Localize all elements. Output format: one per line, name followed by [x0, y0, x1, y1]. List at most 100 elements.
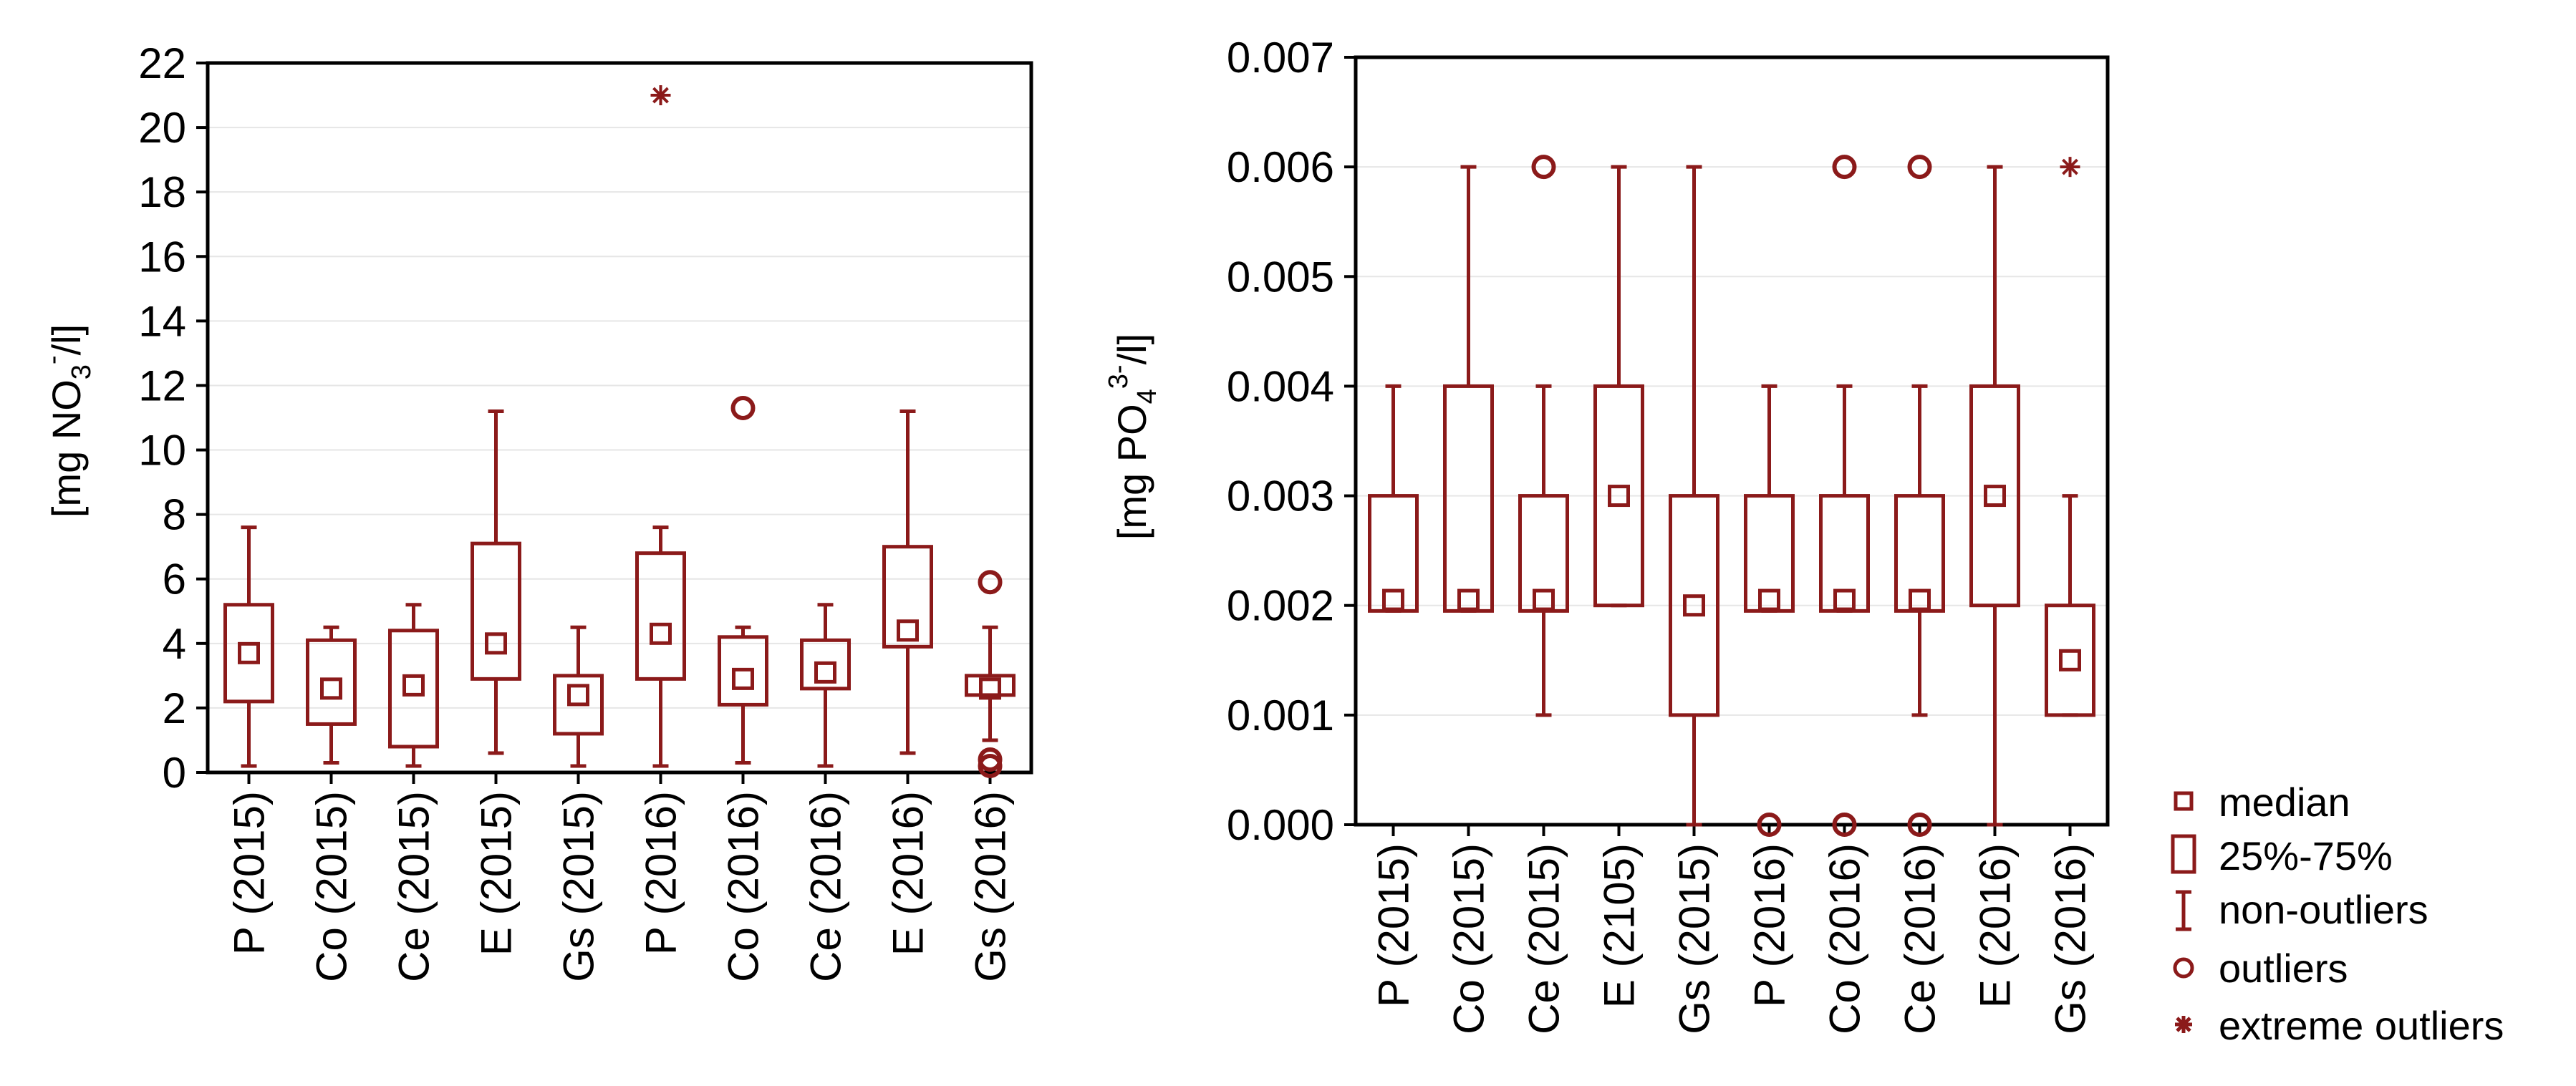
nitrate-y-tick-label: 2: [163, 684, 186, 732]
legend-median-label: median: [2219, 780, 2350, 825]
nitrate-y-tick-label: 12: [138, 362, 186, 409]
legend-outlier-label: outliers: [2219, 946, 2348, 991]
nitrate-ylabel-suffix: /l]: [44, 324, 89, 356]
outlier-point: [1907, 155, 1932, 180]
phosphate-y-tick-label: 0.000: [1227, 801, 1334, 849]
phosphate-box-5: [1669, 165, 1719, 827]
nitrate-y-axis-label: [mg NO3-/l]: [38, 324, 97, 518]
median-marker: [1608, 485, 1630, 508]
iqr-box: [1518, 494, 1569, 613]
nitrate-y-tick-label: 14: [138, 297, 186, 345]
phosphate-y-tick-label: 0.005: [1227, 253, 1334, 301]
nitrate-x-tick-label: Gs (2015): [555, 791, 603, 982]
iqr-box: [1819, 494, 1870, 613]
outlier-point: [1757, 813, 1782, 837]
phosphate-x-tick-label: Gs (2015): [1671, 843, 1719, 1034]
phosphate-y-tick-label: 0.004: [1227, 362, 1334, 410]
phosphate-x-tick-label: E (2105): [1596, 843, 1644, 1008]
nitrate-box-2: [306, 625, 357, 765]
nitrate-box-8: [800, 603, 851, 768]
phosphate-ylabel-sup: 3-: [1104, 364, 1134, 389]
phosphate-x-tick-label: Co (2016): [1821, 843, 1869, 1034]
phosphate-y-tick-label: 0.001: [1227, 692, 1334, 740]
legend-extreme-icon: [2175, 1016, 2192, 1033]
median-marker: [485, 632, 507, 655]
extreme-stroke: [652, 87, 669, 104]
iqr-box: [718, 635, 768, 707]
nitrate-box-1: [223, 525, 274, 768]
phosphate-x-tick-label: Ce (2015): [1520, 843, 1568, 1034]
phosphate-y-tick-label: 0.007: [1227, 34, 1334, 82]
phosphate-box-3: [1518, 155, 1569, 717]
outlier-point: [1832, 813, 1857, 837]
iqr-box: [965, 674, 1016, 697]
median-marker: [732, 667, 754, 690]
phosphate-y-tick-label: 0.003: [1227, 472, 1334, 520]
nitrate-box-6: [635, 85, 686, 768]
median-marker: [1382, 588, 1404, 611]
nitrate-x-tick-label: P (2016): [637, 791, 685, 955]
iqr-box: [1593, 384, 1644, 608]
iqr-box: [388, 629, 439, 749]
iqr-box: [1969, 384, 2020, 608]
nitrate-box-9: [882, 409, 933, 755]
nitrate-y-tick-label: 8: [163, 491, 186, 539]
phosphate-ylabel-suffix: /l]: [1109, 334, 1154, 365]
legend-box-label: 25%-75%: [2219, 833, 2393, 878]
nitrate-box-4: [471, 409, 521, 755]
nitrate-plot-frame: [206, 61, 1033, 775]
median-marker: [1533, 588, 1555, 611]
outlier-point: [1531, 155, 1556, 180]
phosphate-y-tick-label: 0.006: [1227, 143, 1334, 191]
median-marker: [1833, 588, 1856, 611]
nitrate-box-3: [388, 603, 439, 768]
nitrate-y-tick-label: 6: [163, 556, 186, 603]
iqr-box: [1368, 494, 1419, 613]
iqr-box: [882, 545, 933, 649]
iqr-box: [1669, 494, 1719, 717]
phosphate-x-tick-label: P (2016): [1746, 843, 1794, 1007]
nitrate-x-tick-label: E (2015): [473, 791, 521, 956]
outlier-point: [978, 570, 1003, 595]
legend: median 25%-75% non-outliers outliers ext…: [2171, 780, 2504, 1048]
legend-box-icon: [2171, 834, 2196, 874]
nitrate-x-tick-label: Gs (2016): [967, 791, 1015, 982]
iqr-box: [635, 551, 686, 681]
legend-whisker-icon: [2176, 890, 2191, 931]
phosphate-box-4: [1593, 165, 1644, 608]
nitrate-ylabel-sub: 3: [67, 364, 97, 379]
nitrate-y-tick-label: 22: [138, 39, 186, 87]
phosphate-box-1: [1368, 384, 1419, 613]
phosphate-box-2: [1443, 165, 1494, 613]
phosphate-box-9: [1969, 165, 2020, 827]
outlier-point: [1907, 813, 1932, 837]
phosphate-x-tick-label: Ce (2016): [1896, 843, 1944, 1034]
nitrate-ylabel-sup: -: [38, 355, 68, 364]
nitrate-ylabel-prefix: [mg NO: [44, 379, 89, 518]
iqr-box: [471, 541, 521, 681]
legend-whisker-label: non-outliers: [2219, 887, 2428, 932]
iqr-box: [306, 638, 357, 726]
phosphate-x-tick-label: E (2016): [1972, 843, 2020, 1008]
phosphate-plot-frame: [1354, 55, 2110, 827]
median-marker: [320, 677, 342, 700]
phosphate-boxplot: [mg PO43-/l] 0.000 0.001 0.002 0.003 0.004 0.…: [1104, 34, 2110, 1034]
iqr-box: [223, 603, 274, 704]
nitrate-box-5: [553, 625, 604, 768]
phosphate-ylabel-prefix: [mg PO: [1109, 404, 1154, 540]
legend-outlier-icon: [2173, 957, 2194, 979]
iqr-box: [553, 674, 604, 736]
nitrate-x-tick-label: Ce (2016): [802, 791, 850, 982]
nitrate-x-tick-label: Ce (2015): [390, 791, 438, 982]
extreme-outlier-point: [650, 85, 671, 106]
extreme-outlier-point: [2060, 157, 2080, 178]
median-marker: [979, 677, 1001, 700]
median-marker: [650, 622, 672, 645]
outlier-point: [1832, 155, 1857, 180]
iqr-box: [2045, 603, 2095, 717]
nitrate-y-tick-label: 4: [163, 620, 186, 668]
phosphate-x-tick-label: Gs (2016): [2047, 843, 2095, 1034]
nitrate-boxplot: [mg NO3-/l] 0 2 4 6 8 10 12 14 16 18 20 22 P (2015) C…: [38, 39, 1033, 982]
nitrate-y-tick-label: 16: [138, 233, 186, 281]
